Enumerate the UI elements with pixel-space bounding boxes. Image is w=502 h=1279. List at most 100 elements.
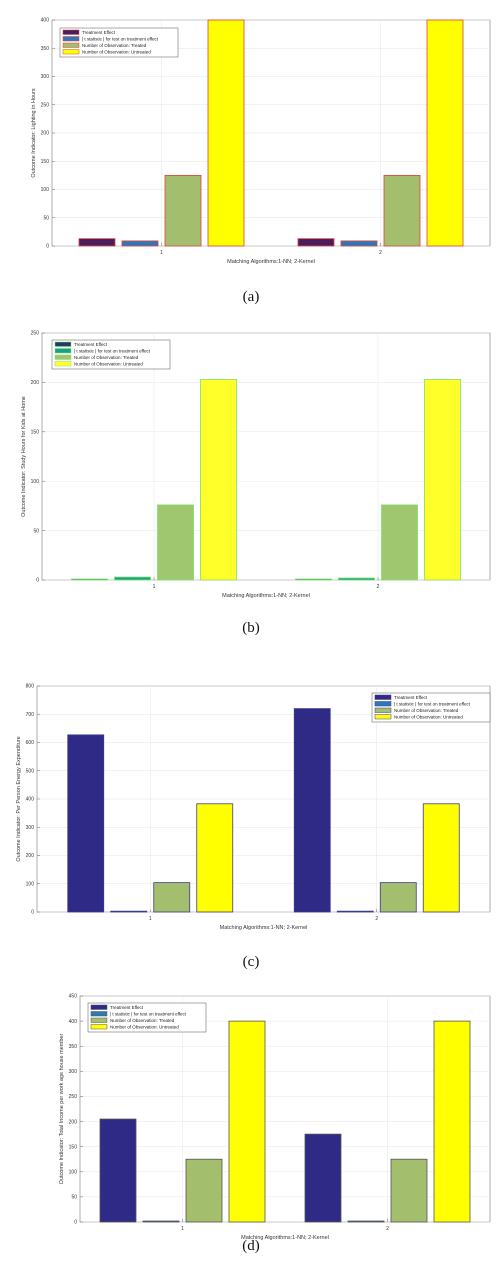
legend-entry: Number of Observation: Treated [110, 1018, 175, 1023]
bar-series2-cat1 [114, 576, 151, 581]
legend-entry: Treatment Effect [110, 1005, 144, 1010]
caption-3: (c) [243, 954, 260, 970]
y-tick-label: 250 [41, 102, 50, 108]
y-axis-label: Outcome Indicator: Lighting in Hours [31, 88, 37, 178]
bar-series3-cat1 [157, 504, 194, 581]
y-tick-label: 200 [31, 380, 40, 386]
legend-swatch [54, 354, 72, 360]
legend-box [371, 692, 491, 723]
y-tick-label: 200 [26, 853, 35, 859]
y-tick-label: 700 [26, 712, 35, 718]
y-tick-label: 0 [36, 578, 39, 584]
legend-entry: Number of Observation: Treated [74, 355, 139, 360]
legend: Treatment Effect| t statistic | for test… [59, 27, 179, 58]
bar-series2-cat2 [347, 1220, 385, 1223]
legend: Treatment Effect| t statistic | for test… [51, 339, 171, 370]
legend-entry: Treatment Effect [82, 30, 116, 35]
legend-entry: Treatment Effect [394, 695, 428, 700]
y-tick-label: 150 [41, 159, 50, 165]
y-tick-label: 300 [26, 825, 35, 831]
x-axis-label: Matching Algorithms:1-NN; 2-Kernel [220, 925, 308, 931]
x-axis-label: Matching Algorithms:1-NN; 2-Kernel [227, 259, 315, 265]
legend-swatch [374, 714, 392, 720]
y-tick-label: 100 [41, 187, 50, 193]
y-axis-label: Outcome Indicator: Per Person Energy Exp… [16, 736, 22, 861]
legend-entry: Number of Observation: Untreated [110, 1024, 179, 1029]
legend-swatch [54, 341, 72, 347]
x-tick-label: 2 [379, 250, 382, 256]
caption-1: (a) [243, 289, 260, 305]
plot-area [41, 332, 491, 581]
chart-2: 0 50 100 150 200 250 1 2 Matching Algorithms:1-N… [21, 331, 491, 599]
legend-entry: Number of Observation: Untreated [82, 49, 151, 54]
y-tick-label: 300 [41, 74, 50, 80]
y-tick-label: 250 [69, 1094, 78, 1100]
legend-box [59, 27, 179, 58]
legend-swatch [90, 1024, 108, 1030]
legend-entry: | t statistic | for test on treatment ef… [82, 36, 159, 41]
bar-series3-cat2 [390, 1158, 428, 1223]
y-tick-label: 600 [26, 740, 35, 746]
x-tick-label: 2 [377, 584, 380, 590]
legend-swatch [374, 707, 392, 713]
bar-series4-cat1 [200, 379, 237, 581]
bar-series3-cat1 [153, 882, 191, 913]
caption-4: (d) [242, 1238, 260, 1254]
y-tick-label: 200 [41, 131, 50, 137]
y-axis-label: Outcome Indicator: Total Income per work… [59, 1034, 65, 1185]
legend-swatch [90, 1004, 108, 1010]
chart-3: 0 100 200 300 400 500 600 700 800 1 2 Matching Algo… [16, 684, 491, 931]
y-tick-label: 300 [69, 1069, 78, 1075]
y-tick-label: 100 [31, 479, 40, 485]
bar-series4-cat2 [433, 1020, 471, 1223]
legend-swatch [62, 49, 80, 55]
y-tick-label: 100 [26, 881, 35, 887]
y-tick-label: 350 [41, 46, 50, 52]
y-tick-label: 250 [31, 331, 40, 337]
x-axis-label: Matching Algorithms:1-NN; 2-Kernel [222, 593, 310, 599]
legend-entry: Number of Observation: Treated [394, 708, 459, 713]
y-tick-label: 0 [46, 244, 49, 250]
chart-4: 0 50 100 150 200 250 300 350 400 450 1 2 Matching Al… [59, 994, 491, 1241]
bar-series4-cat2 [424, 379, 461, 581]
y-tick-label: 400 [26, 797, 35, 803]
bar-series1-cat2 [304, 1133, 342, 1223]
legend-swatch [54, 348, 72, 354]
bar-series1-cat2 [297, 238, 335, 247]
x-tick-label: 1 [160, 250, 163, 256]
legend-entry: | t statistic | for test on treatment ef… [394, 701, 471, 706]
bar-series3-cat1 [185, 1158, 223, 1223]
y-tick-label: 150 [31, 430, 40, 436]
bar-series4-cat2 [422, 803, 460, 913]
y-tick-label: 50 [43, 215, 49, 221]
bar-series3-cat2 [381, 504, 418, 581]
y-tick-label: 200 [69, 1119, 78, 1125]
bar-series1-cat1 [71, 578, 108, 581]
legend-box [51, 339, 171, 370]
bar-series2-cat2 [336, 910, 374, 913]
legend-swatch [62, 42, 80, 48]
y-tick-label: 400 [69, 1019, 78, 1025]
legend-entry: Number of Observation: Untreated [74, 361, 143, 366]
y-tick-label: 50 [33, 528, 39, 534]
bar-series2-cat2 [338, 577, 375, 581]
legend-swatch [62, 29, 80, 35]
x-tick-label: 2 [386, 1226, 389, 1232]
bar-series4-cat2 [426, 19, 464, 247]
bar-series4-cat1 [207, 19, 245, 247]
bar-series1-cat2 [295, 578, 332, 581]
bar-series1-cat1 [99, 1118, 137, 1223]
x-tick-label: 1 [153, 584, 156, 590]
bar-series3-cat1 [164, 174, 202, 247]
bar-series2-cat1 [110, 910, 148, 913]
legend-entry: Number of Observation: Untreated [394, 714, 463, 719]
bar-series4-cat1 [196, 803, 234, 913]
y-axis-label: Outcome Indicator: Study Hours for Kids … [21, 396, 27, 517]
x-tick-label: 2 [375, 916, 378, 922]
y-tick-label: 50 [71, 1195, 77, 1201]
y-tick-label: 400 [41, 18, 50, 24]
bar-series3-cat2 [379, 882, 417, 913]
y-tick-label: 450 [69, 994, 78, 1000]
bar-series4-cat1 [228, 1020, 266, 1223]
